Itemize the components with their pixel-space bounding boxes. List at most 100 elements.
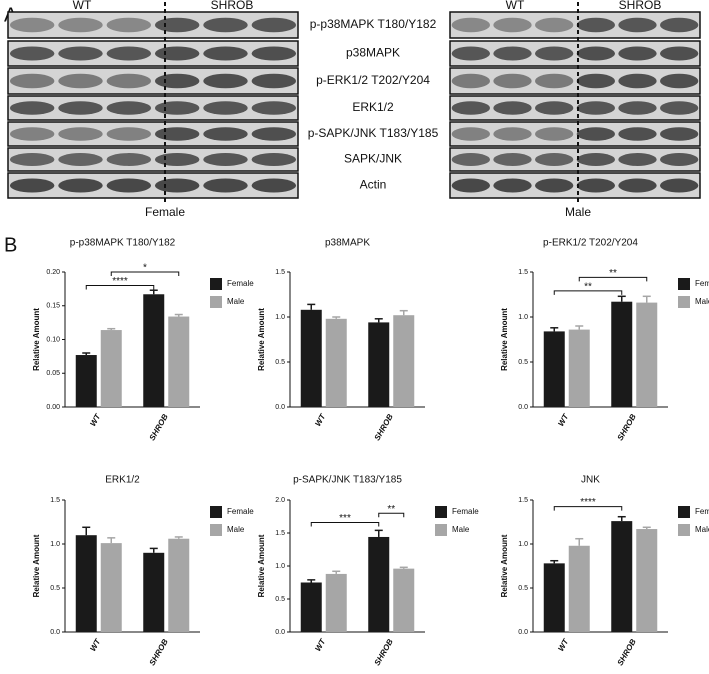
blot-strip [7,95,299,121]
bar [568,329,590,407]
blot-band [493,17,532,33]
protein-label: p38MAPK [346,46,400,60]
legend-label: Female [695,507,709,516]
bar [636,302,658,407]
blot-band [58,153,103,166]
blot-band [618,153,657,166]
bar [143,552,165,632]
bar [568,545,590,632]
blot-strip [449,95,701,121]
blot-band [58,46,103,61]
protein-label: Actin [360,178,387,192]
x-tick-label: WT [88,412,103,428]
blot-strip [449,121,701,147]
blot-band [106,17,152,33]
significance-bracket [310,521,380,527]
blot-band [576,46,615,61]
blot-band [9,17,55,33]
blot-band [660,17,699,33]
bar [100,543,122,632]
x-tick-label: SHROB [148,412,170,442]
bar [325,318,347,407]
bar [636,529,658,632]
legend-swatch [435,506,447,518]
y-tick-label: 0.0 [275,404,285,411]
y-axis-label: Relative Amount [500,534,509,597]
blot-band [251,17,297,33]
y-tick-label: 1.0 [518,314,528,321]
y-tick-label: 0.10 [46,336,60,343]
blot-header: WT [506,0,525,12]
legend-swatch [210,506,222,518]
blot-band [618,73,657,89]
y-tick-label: 1.5 [518,269,528,276]
blot-header: WT [73,0,92,12]
blot-strip [449,40,701,67]
blot-band [451,101,491,115]
blot-band [576,127,615,141]
significance-label: **** [112,276,128,287]
y-tick-label: 0.5 [275,596,285,603]
y-tick-label: 1.5 [518,497,528,504]
bar [168,538,190,632]
blot-strip [7,121,299,147]
chart-title: p38MAPK [325,238,370,249]
blot-band [203,178,248,193]
bar [75,355,97,407]
blot-band [154,127,200,141]
x-tick-label: WT [313,637,328,653]
blot-strip [7,67,299,95]
blot-band [106,153,152,166]
blot-band [451,127,491,141]
significance-bracket [553,290,623,295]
bar [168,316,190,407]
bar [143,294,165,407]
blot-sex: Male [565,205,591,219]
x-tick-label: SHROB [148,637,170,667]
y-tick-label: 1.5 [50,497,60,504]
blot-band [58,101,103,115]
blot-band [618,17,657,33]
blot-band [576,17,615,33]
protein-label: p-SAPK/JNK T183/Y185 [308,126,439,140]
legend-label: Male [452,525,470,534]
blot-band [535,101,574,115]
blot-band [106,127,152,141]
blot-band [618,101,657,115]
blot-band [535,178,574,193]
blot-band [203,127,248,141]
significance-bracket [578,276,648,282]
blot-band [493,153,532,166]
y-tick-label: 1.0 [275,563,285,570]
blot-band [451,17,491,33]
significance-label: **** [580,497,596,508]
legend-swatch [678,506,690,518]
legend-swatch [435,524,447,536]
significance-label: * [143,263,147,274]
bar [100,330,122,407]
legend-label: Female [695,279,709,288]
legend-label: Male [695,525,709,534]
blot-band [493,127,532,141]
legend-swatch [210,296,222,308]
blot-band [576,73,615,89]
legend-label: Male [227,525,245,534]
protein-label: p-ERK1/2 T202/Y204 [316,73,430,87]
blot-band [106,73,152,89]
blot-band [106,178,152,193]
chart-title: p-SAPK/JNK T183/Y185 [293,475,402,486]
blot-header: SHROB [619,0,662,12]
blot-band [203,17,248,33]
chart-title: JNK [581,475,600,486]
blot-band [251,46,297,61]
blot-band [660,101,699,115]
x-tick-label: WT [88,637,103,653]
blot-band [660,127,699,141]
x-tick-label: SHROB [373,412,395,442]
blot-band [493,178,532,193]
blot-band [154,101,200,115]
y-tick-label: 0.05 [46,370,60,377]
chart-title: p-ERK1/2 T202/Y204 [543,238,638,249]
blot-band [9,73,55,89]
blot-band [451,178,491,193]
